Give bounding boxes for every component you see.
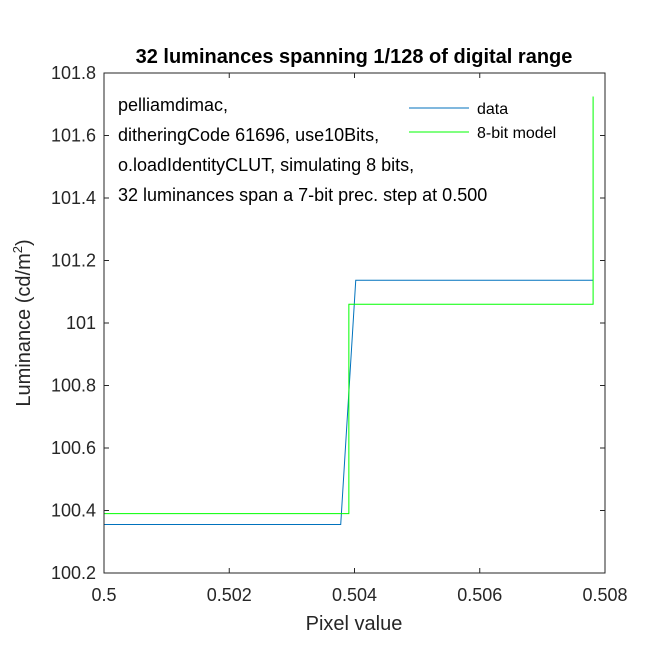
annotation-line: o.loadIdentityCLUT, simulating 8 bits, xyxy=(118,155,414,175)
y-axis-label: Luminance (cd/m2) xyxy=(10,239,35,406)
annotation-line: pelliamdimac, xyxy=(118,95,228,115)
x-tick-label: 0.5 xyxy=(91,585,116,605)
series-line-data xyxy=(104,279,594,526)
y-ticks: 100.2 100.4 100.6 100.8 101 101.2 101.4 101.6 10… xyxy=(51,63,605,583)
legend-label-model: 8-bit model xyxy=(477,125,556,142)
y-tick-label: 100.4 xyxy=(51,501,96,521)
annotation-block: pelliamdimac, ditheringCode 61696, use10B… xyxy=(118,95,487,205)
y-tick-label: 101.6 xyxy=(51,126,96,146)
y-tick-label: 101.2 xyxy=(51,251,96,271)
plot-content xyxy=(104,96,594,526)
y-axis-label-main: Luminance (cd/m xyxy=(13,253,35,406)
series-line-model xyxy=(104,96,594,515)
y-tick-label: 101.4 xyxy=(51,188,96,208)
y-axis-label-close: ) xyxy=(13,239,35,246)
legend-label-data: data xyxy=(477,101,508,118)
annotation-line: ditheringCode 61696, use10Bits, xyxy=(118,125,379,145)
x-ticks: 0.5 0.502 0.504 0.506 0.508 xyxy=(91,73,628,605)
x-tick-label: 0.506 xyxy=(457,585,502,605)
chart-title: 32 luminances spanning 1/128 of digital … xyxy=(136,46,573,68)
x-tick-label: 0.504 xyxy=(332,585,377,605)
y-tick-label: 101 xyxy=(66,313,96,333)
y-tick-label: 101.8 xyxy=(51,63,96,83)
y-tick-label: 100.6 xyxy=(51,438,96,458)
legend: data 8-bit model xyxy=(409,101,556,142)
annotation-line: 32 luminances span a 7-bit prec. step at… xyxy=(118,185,487,205)
y-tick-label: 100.8 xyxy=(51,376,96,396)
y-tick-label: 100.2 xyxy=(51,563,96,583)
y-axis-label-superscript: 2 xyxy=(10,246,25,253)
x-tick-label: 0.502 xyxy=(207,585,252,605)
x-tick-label: 0.508 xyxy=(582,585,627,605)
x-axis-label: Pixel value xyxy=(306,613,403,635)
